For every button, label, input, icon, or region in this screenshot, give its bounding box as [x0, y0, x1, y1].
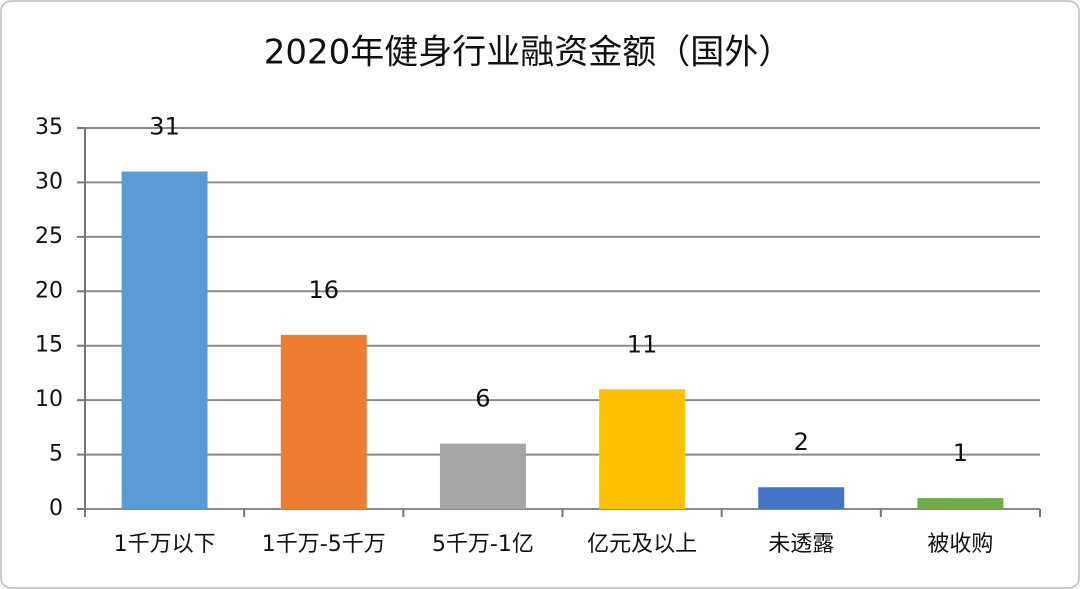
y-tick-label: 25 [35, 224, 63, 249]
y-tick-label: 30 [35, 169, 63, 194]
data-label: 11 [627, 330, 658, 358]
y-tick-label: 35 [35, 115, 63, 140]
y-tick-label: 5 [49, 442, 63, 467]
data-label: 1 [953, 439, 968, 467]
x-tick-label: 5千万-1亿 [432, 532, 534, 557]
x-tick-label: 被收购 [927, 532, 993, 557]
bar [439, 443, 526, 509]
bar [121, 171, 208, 510]
y-tick-label: 15 [35, 333, 63, 358]
bar [917, 498, 1004, 509]
x-tick-label: 1千万以下 [114, 532, 216, 557]
x-tick-label: 亿元及以上 [587, 532, 697, 557]
y-tick-label: 0 [49, 496, 63, 521]
bar [599, 389, 686, 509]
bar [280, 334, 367, 509]
bar [758, 487, 845, 509]
x-tick-label: 1千万-5千万 [262, 532, 386, 557]
data-label: 31 [149, 113, 180, 141]
data-label: 2 [794, 428, 809, 456]
y-tick-label: 20 [35, 278, 63, 303]
y-tick-label: 10 [35, 387, 63, 412]
data-label: 6 [475, 385, 490, 413]
data-label: 16 [308, 276, 339, 304]
x-tick-label: 未透露 [768, 532, 834, 557]
chart-title: 2020年健身行业融资金额（国外） [264, 33, 793, 73]
